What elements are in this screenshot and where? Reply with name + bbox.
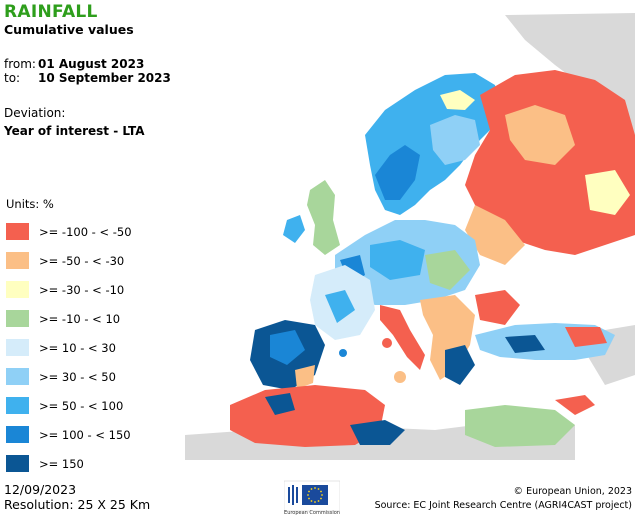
to-value: 10 September 2023 [38,71,171,85]
legend-item: >= 150 [6,449,132,478]
data-source: Source: EC Joint Research Centre (AGRI4C… [374,500,632,511]
iberian-peninsula [250,320,325,390]
from-label: from: [4,57,36,71]
to-label: to: [4,71,21,85]
turkey-region [475,323,615,360]
map-subtitle: Cumulative values [4,22,134,37]
european-commission-logo [284,480,340,512]
copyright: © European Union, 2023 [513,486,632,497]
legend-label: >= -100 - < -50 [39,224,132,239]
legend-item: >= 30 - < 50 [6,362,132,391]
north-africa [230,385,595,447]
italy-balkans [380,290,520,385]
legend-swatch [6,426,29,443]
legend-label: >= -50 - < -30 [39,253,125,268]
period-to: to: 10 September 2023 [4,71,171,85]
legend-item: >= -30 - < -10 [6,275,132,304]
legend-item: >= -100 - < -50 [6,217,132,246]
legend-swatch [6,397,29,414]
legend-item: >= 10 - < 30 [6,333,132,362]
islands [339,338,406,383]
legend-items: >= -100 - < -50 >= -50 - < -30 >= -30 - < … [6,217,132,478]
resolution: Resolution: 25 X 25 Km [4,497,151,512]
issue-date: 12/09/2023 [4,482,77,497]
legend-item: >= 50 - < 100 [6,391,132,420]
legend-item: >= -50 - < -30 [6,246,132,275]
legend-label: >= -30 - < -10 [39,282,125,297]
legend-swatch [6,310,29,327]
british-isles [283,180,340,255]
logo-caption: European Commission [284,510,340,516]
from-value: 01 August 2023 [38,57,145,71]
period-from: from: 01 August 2023 [4,57,144,71]
legend: Units: % >= -100 - < -50 >= -50 - < -30 >=… [6,197,132,478]
legend-label: >= 50 - < 100 [39,398,124,413]
france [310,265,375,340]
legend-swatch [6,223,29,240]
legend-swatch [6,252,29,269]
rainfall-deviation-map [185,13,635,460]
legend-label: >= 150 [39,456,84,471]
deviation-value: Year of interest - LTA [4,124,145,138]
central-europe [335,220,480,305]
legend-label: >= 30 - < 50 [39,369,116,384]
map-title: RAINFALL [4,2,98,22]
legend-swatch [6,455,29,472]
legend-label: >= 10 - < 30 [39,340,116,355]
scandinavia-region [365,73,500,215]
legend-item: >= -10 - < 10 [6,304,132,333]
legend-label: >= -10 - < 10 [39,311,121,326]
legend-swatch [6,368,29,385]
legend-item: >= 100 - < 150 [6,420,132,449]
deviation-label: Deviation: [4,106,66,120]
legend-units: Units: % [6,197,54,211]
eastern-europe-russia [465,70,635,265]
legend-swatch [6,281,29,298]
legend-label: >= 100 - < 150 [39,427,131,442]
legend-swatch [6,339,29,356]
